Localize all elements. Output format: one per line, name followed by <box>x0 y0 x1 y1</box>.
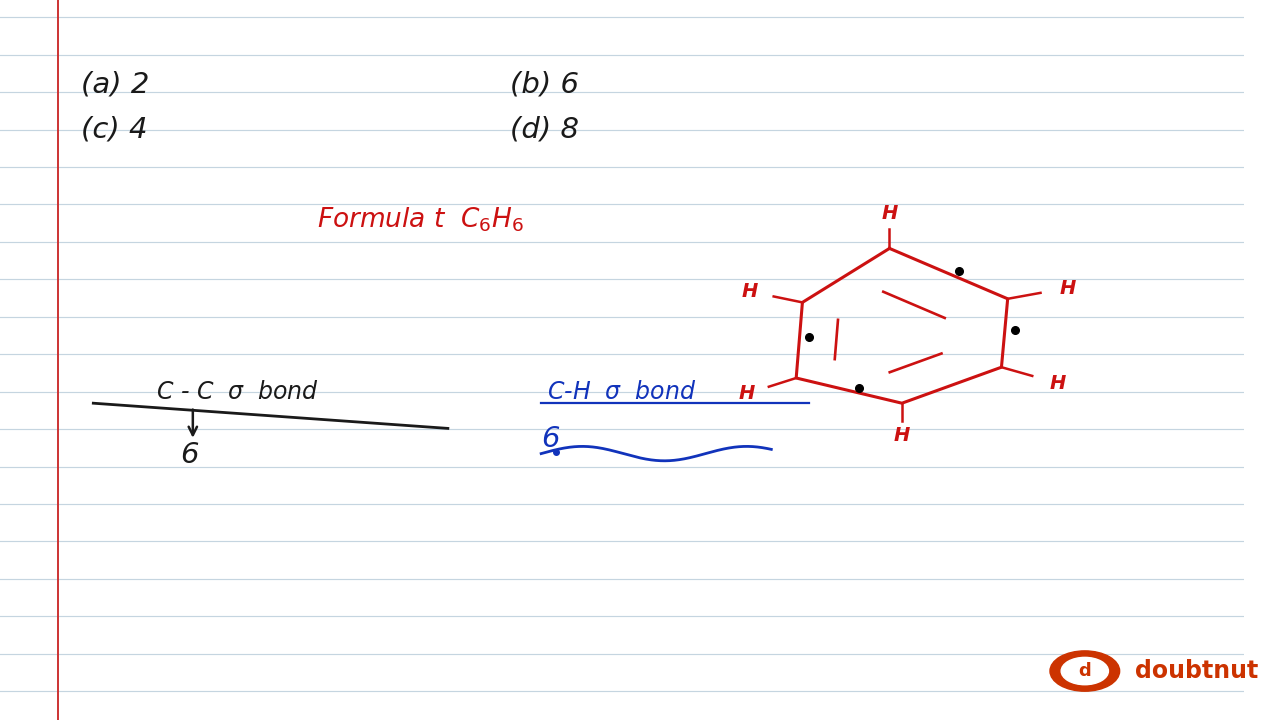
Text: H: H <box>739 384 755 403</box>
Text: C - C  $\sigma$  bond: C - C $\sigma$ bond <box>155 380 319 405</box>
Text: doubtnut: doubtnut <box>1134 659 1258 683</box>
Text: Formula t  $\mathit{C_6H_6}$: Formula t $\mathit{C_6H_6}$ <box>317 205 524 234</box>
Text: H: H <box>882 204 897 223</box>
Text: H: H <box>742 282 758 301</box>
Circle shape <box>1061 657 1108 685</box>
Text: (d) 8: (d) 8 <box>509 116 579 143</box>
Text: H: H <box>1050 374 1066 392</box>
Text: H: H <box>893 426 910 445</box>
Text: (a) 2: (a) 2 <box>81 71 150 99</box>
Text: d: d <box>1079 662 1091 680</box>
Text: 6: 6 <box>180 441 198 469</box>
Text: (b) 6: (b) 6 <box>509 71 579 99</box>
Text: (c) 4: (c) 4 <box>81 116 147 143</box>
Text: 6: 6 <box>541 426 559 453</box>
Text: C-H  $\sigma$  bond: C-H $\sigma$ bond <box>548 380 696 405</box>
Circle shape <box>1050 651 1120 691</box>
Text: H: H <box>1060 279 1075 297</box>
